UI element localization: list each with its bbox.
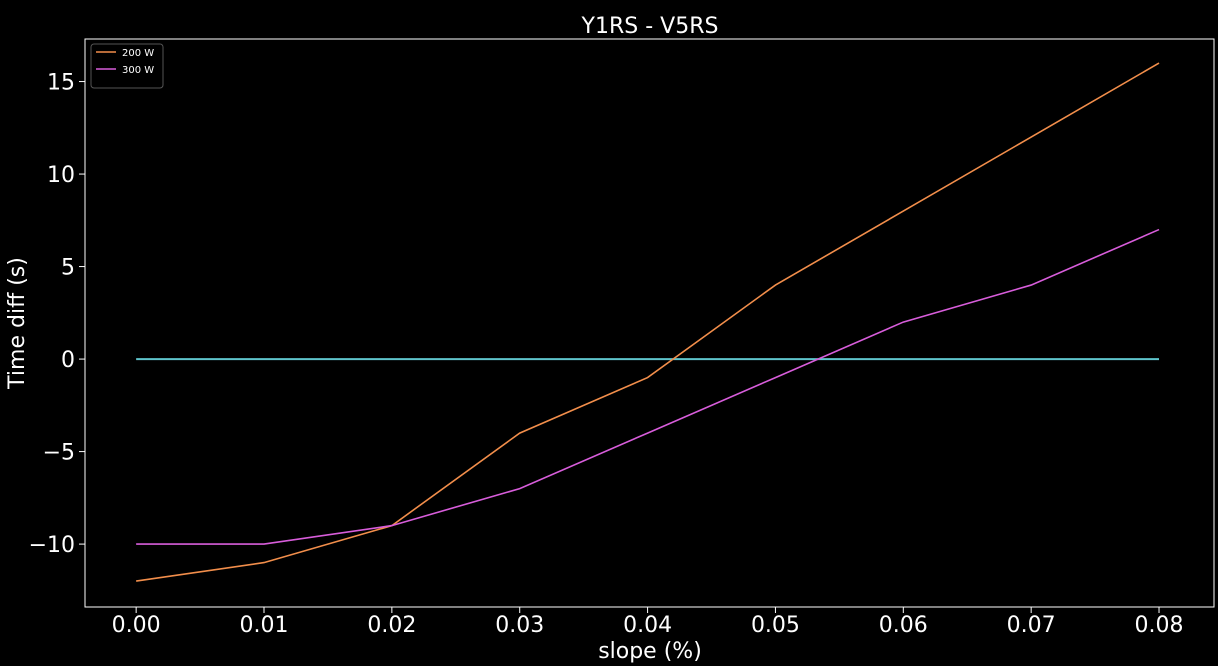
x-tick-label: 0.01 [240,613,289,638]
y-tick-label: 10 [47,163,75,188]
legend-box [90,43,164,89]
y-tick-label: 15 [47,71,75,96]
series-line-1 [136,228,1160,545]
x-tick-label: 0.03 [495,613,544,638]
series-line-0 [136,62,1160,582]
x-tick-label: 0.02 [367,613,416,638]
y-tick-label: 5 [61,256,75,281]
x-axis-title: slope (%) [598,639,702,664]
y-tick-label: −10 [29,533,75,558]
legend: 200 W 300 W [90,43,164,89]
x-tick-label: 0.08 [1135,613,1184,638]
x-tick-label: 0.06 [879,613,928,638]
y-tick-label: 0 [61,348,75,373]
plot-area [136,62,1160,582]
y-tick-label: −5 [43,441,75,466]
legend-label-0: 200 W [122,48,154,59]
chart-title: Y1RS - V5RS [581,14,719,39]
y-axis-title: Time diff (s) [5,257,30,390]
x-tick-label: 0.05 [751,613,800,638]
axes: 0.00 0.01 0.02 0.03 0.04 0.05 0.06 0.07 0.08 −10 −… [29,38,1215,638]
legend-label-1: 300 W [122,65,154,76]
x-tick-label: 0.07 [1007,613,1056,638]
x-tick-label: 0.00 [112,613,161,638]
x-tick-label: 0.04 [623,613,672,638]
axes-frame [84,38,1215,608]
